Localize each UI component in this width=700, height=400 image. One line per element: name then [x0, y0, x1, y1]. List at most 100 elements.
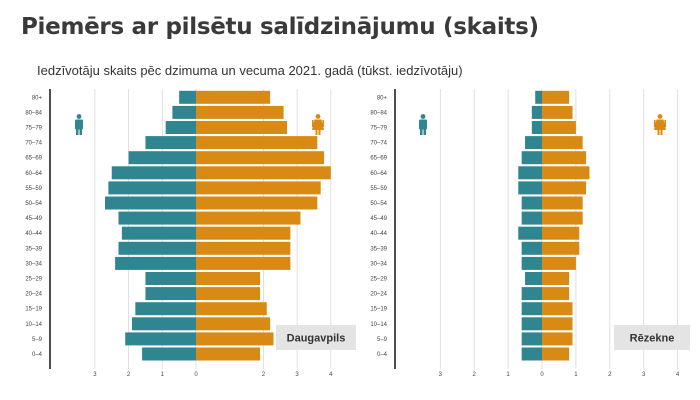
x-tick-label: 1 [506, 372, 510, 378]
age-tick-label: 60–64 [370, 171, 387, 177]
age-tick-label: 10–14 [370, 322, 387, 328]
female-bar [542, 136, 583, 150]
x-tick-label: 0 [540, 372, 544, 378]
age-tick-label: 25–29 [370, 277, 387, 283]
male-bar [135, 302, 196, 316]
male-icon-head [420, 114, 426, 119]
female-bar [196, 226, 291, 240]
age-tick-label: 30–34 [370, 261, 387, 267]
male-bar [131, 317, 196, 331]
age-tick-label: 80+ [32, 95, 43, 101]
x-tick-label: 4 [676, 372, 680, 378]
female-bar [542, 226, 580, 240]
age-tick-label: 40–44 [370, 231, 387, 237]
age-tick-label: 5–9 [377, 337, 388, 343]
x-tick-label: 1 [574, 372, 578, 378]
female-bar [196, 332, 274, 346]
x-tick-label: 1 [161, 372, 165, 378]
male-bar [125, 332, 196, 346]
female-bar [542, 256, 576, 270]
female-bar [196, 317, 271, 331]
male-bar [118, 241, 196, 255]
male-bar [521, 256, 542, 270]
pyramid-chart-1: 0–4 5–9 10–14 15–19 20–24 25–29 30–34 35–39 40–4… [25, 89, 356, 378]
male-bar [145, 272, 196, 285]
age-tick-label: 15–19 [370, 307, 387, 313]
male-bar [521, 317, 542, 331]
city-label-box [614, 325, 690, 350]
male-bar [521, 211, 542, 225]
age-tick-label: 50–54 [370, 201, 387, 207]
female-bar [542, 181, 587, 195]
female-bar [542, 332, 573, 346]
male-bar [145, 287, 196, 301]
male-bar [128, 151, 196, 165]
pyramid-chart-2: 0–4 5–9 10–14 15–19 20–24 25–29 30–34 35–39 40–4… [370, 89, 690, 378]
male-bar [525, 136, 542, 150]
female-bar [542, 272, 570, 285]
age-tick-label: 45–49 [25, 216, 42, 222]
age-tick-label: 70–74 [370, 141, 387, 147]
x-tick-label: 0 [194, 372, 198, 378]
age-tick-label: 15–19 [25, 307, 42, 313]
age-tick-label: 80–84 [370, 110, 387, 116]
male-bar [105, 196, 196, 210]
female-bar [196, 272, 261, 285]
age-tick-label: 0–4 [377, 352, 388, 358]
female-bar [196, 287, 261, 301]
female-bar [196, 181, 321, 195]
male-bar [521, 151, 542, 165]
x-tick-label: 2 [262, 372, 266, 378]
male-bar [121, 226, 196, 240]
female-bar [542, 211, 583, 225]
male-icon-head [76, 114, 82, 119]
age-tick-label: 50–54 [25, 201, 42, 207]
female-bar [196, 166, 331, 180]
male-bar [518, 181, 542, 195]
x-tick-label: 3 [295, 372, 299, 378]
age-tick-label: 40–44 [25, 231, 42, 237]
chart-subtitle: Iedzīvotāju skaits pēc dzimuma un vecuma… [37, 63, 463, 78]
male-bar [531, 105, 542, 119]
female-bar [196, 347, 261, 361]
female-person-icon [312, 114, 324, 135]
male-bar [111, 166, 196, 180]
age-tick-label: 10–14 [25, 322, 42, 328]
male-bar [535, 90, 542, 104]
male-bar [179, 90, 196, 104]
age-tick-label: 35–39 [25, 246, 42, 252]
age-tick-label: 20–24 [25, 292, 42, 298]
female-bar [542, 166, 590, 180]
female-bar [196, 105, 284, 119]
age-tick-label: 70–74 [25, 141, 42, 147]
x-tick-label: 3 [642, 372, 646, 378]
age-tick-label: 80–84 [25, 110, 42, 116]
city-label: Rēzekne [630, 333, 675, 345]
male-bar [145, 136, 196, 150]
male-bar [521, 347, 542, 361]
female-bar [196, 121, 287, 134]
male-bar [521, 332, 542, 346]
female-bar [196, 90, 271, 104]
male-bar [521, 302, 542, 316]
age-tick-label: 20–24 [370, 292, 387, 298]
male-bar [172, 105, 196, 119]
age-tick-label: 75–79 [370, 126, 387, 132]
female-bar [542, 196, 583, 210]
female-bar [542, 151, 587, 165]
female-bar [542, 90, 570, 104]
age-tick-label: 5–9 [32, 337, 43, 343]
female-bar [542, 287, 570, 301]
male-bar [525, 272, 542, 285]
male-bar [165, 121, 196, 134]
age-tick-label: 60–64 [25, 171, 42, 177]
male-bar [531, 121, 542, 134]
male-bar [118, 211, 196, 225]
page-title: Piemērs ar pilsētu salīdzinājumu (skaits… [21, 14, 539, 40]
male-person-icon [419, 114, 427, 135]
age-tick-label: 35–39 [370, 246, 387, 252]
age-tick-label: 55–59 [370, 186, 387, 192]
x-tick-label: 2 [127, 372, 131, 378]
city-label-box [276, 325, 356, 350]
